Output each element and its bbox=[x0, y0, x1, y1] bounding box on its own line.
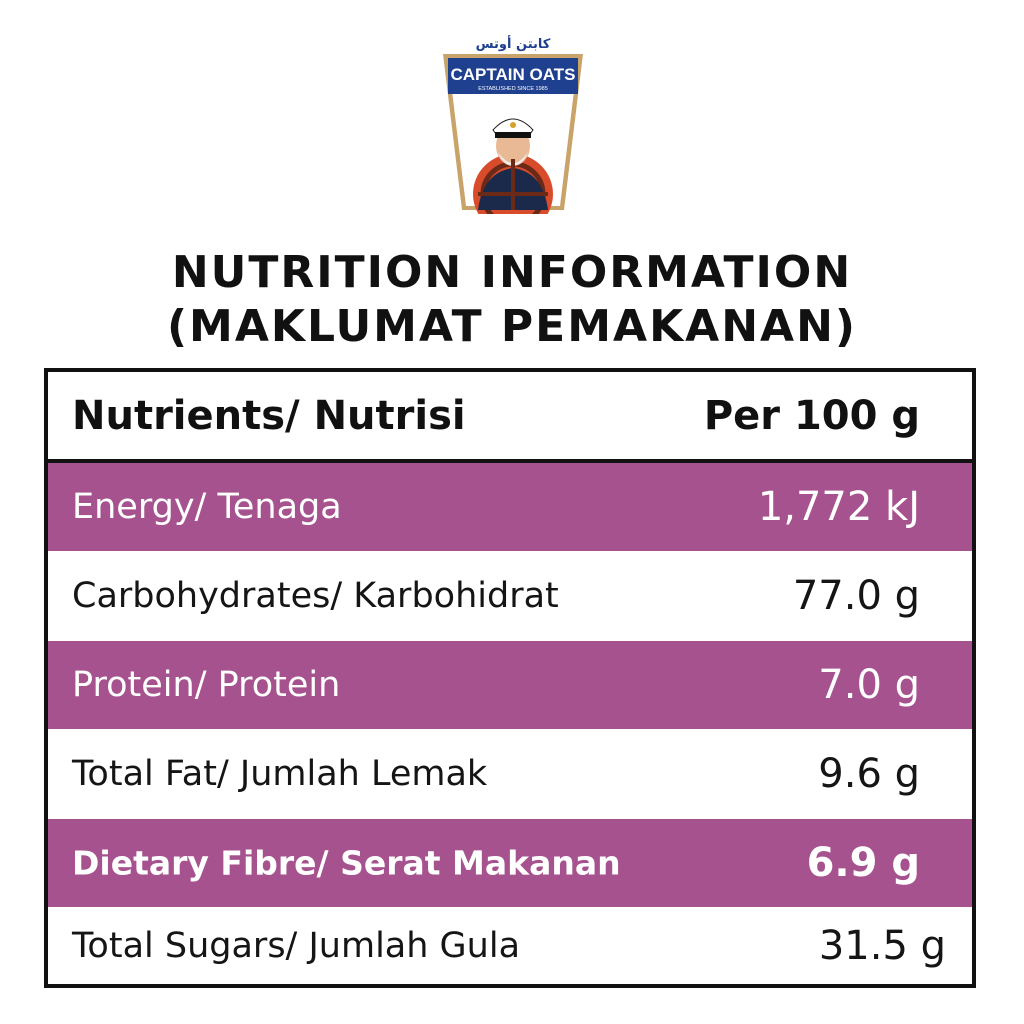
nutrient-name: Energy/ Tenaga bbox=[72, 487, 342, 527]
captain-illustration bbox=[473, 118, 553, 214]
brand-tagline: ESTABLISHED SINCE 1985 bbox=[478, 86, 548, 92]
nutrient-name: Carbohydrates/ Karbohidrat bbox=[72, 576, 559, 616]
table-row: Dietary Fibre/ Serat Makanan 6.9 g bbox=[48, 819, 972, 907]
nutrient-name: Protein/ Protein bbox=[72, 665, 341, 705]
table-row: Protein/ Protein 7.0 g bbox=[48, 641, 972, 729]
table-row: Energy/ Tenaga 1,772 kJ bbox=[48, 463, 972, 551]
brand-name: CAPTAIN OATS bbox=[451, 65, 576, 84]
nutrient-name: Total Sugars/ Jumlah Gula bbox=[72, 925, 521, 966]
nutrient-value: 77.0 g bbox=[792, 573, 920, 619]
nutrient-value: 1,772 kJ bbox=[757, 484, 920, 530]
captain-oats-logo: كابتن أوتس CAPTAIN OATS ESTABLISHED SINC… bbox=[443, 35, 583, 214]
nutrient-value: 7.0 g bbox=[818, 662, 920, 708]
nutrient-name: Dietary Fibre/ Serat Makanan bbox=[72, 843, 621, 883]
table-row: Carbohydrates/ Karbohidrat 77.0 g bbox=[48, 551, 972, 641]
nutrient-name: Total Fat/ Jumlah Lemak bbox=[72, 754, 488, 794]
nutrient-value: 31.5 g bbox=[818, 922, 946, 969]
brand-arabic-text: كابتن أوتس bbox=[476, 35, 551, 52]
nutrient-value: 9.6 g bbox=[818, 751, 920, 797]
logo-banner bbox=[448, 58, 578, 94]
table-row: Total Fat/ Jumlah Lemak 9.6 g bbox=[48, 729, 972, 819]
nutrient-value: 6.9 g bbox=[806, 840, 920, 886]
page-subtitle: (MAKLUMAT PEMAKANAN) bbox=[166, 301, 858, 352]
table-row: Total Sugars/ Jumlah Gula 31.5 g bbox=[48, 907, 972, 984]
table-header: Nutrients/ Nutrisi Per 100 g bbox=[48, 372, 972, 463]
nutrition-table: Nutrients/ Nutrisi Per 100 g Energy/ Ten… bbox=[44, 368, 976, 988]
page-title: NUTRITION INFORMATION bbox=[171, 247, 853, 298]
header-per-100g: Per 100 g bbox=[703, 392, 920, 439]
header-nutrients: Nutrients/ Nutrisi bbox=[72, 392, 466, 439]
